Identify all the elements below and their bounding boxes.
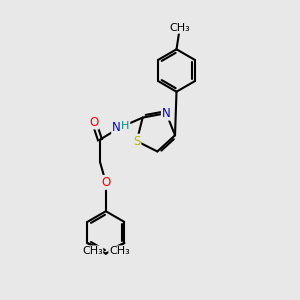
Text: N: N [112, 122, 121, 134]
Text: H: H [122, 122, 130, 131]
Text: O: O [101, 176, 110, 189]
Text: CH₃: CH₃ [169, 23, 190, 33]
Text: CH₃: CH₃ [109, 246, 130, 256]
Text: N: N [162, 107, 171, 120]
Text: S: S [133, 135, 140, 148]
Text: O: O [89, 116, 99, 128]
Text: CH₃: CH₃ [82, 246, 103, 256]
